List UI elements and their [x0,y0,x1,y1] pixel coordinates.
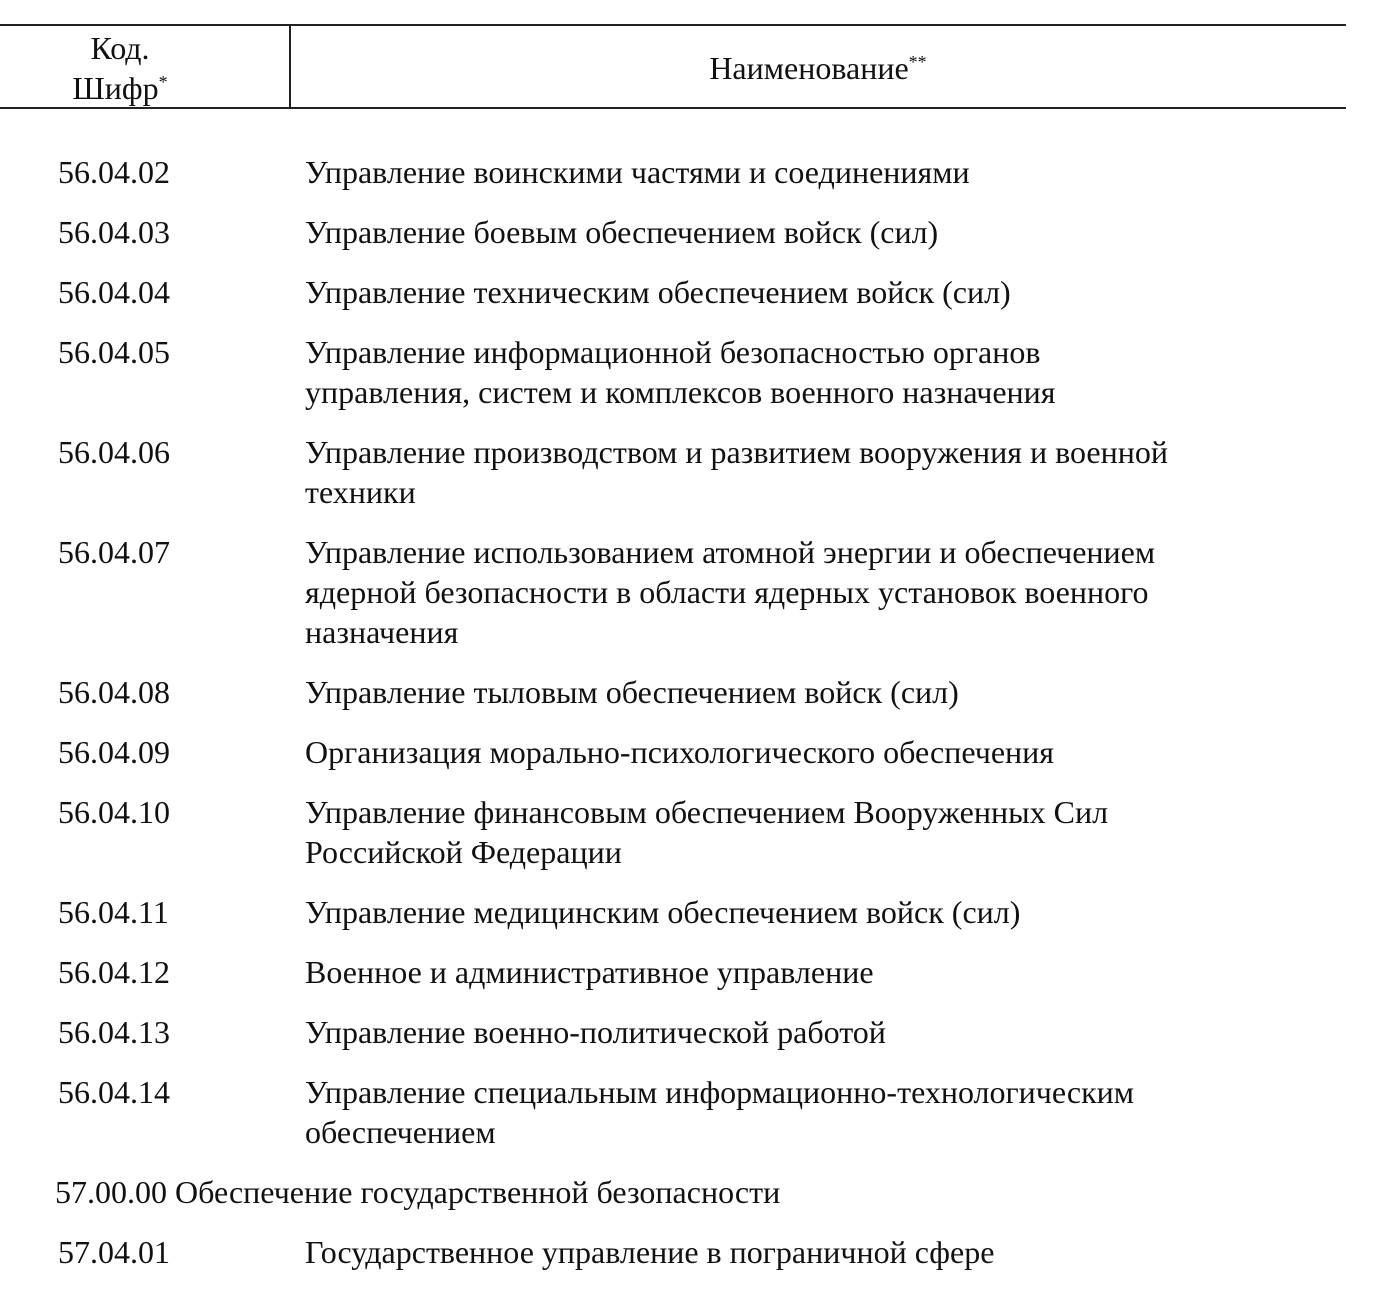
row-code: 56.04.09 [58,734,170,770]
table-row: 56.04.02 Управление воинскими частями и с… [0,152,1396,192]
header-name: Наименование** [290,48,1346,88]
table-row: 56.04.07 Управление использованием атомно… [0,532,1396,652]
row-code: 56.04.04 [58,274,170,310]
row-name: Управление воинскими частями и соединени… [305,152,1396,192]
row-name: Управление медицинским обеспечением войс… [305,892,1396,932]
row-code: 56.04.12 [58,954,170,990]
table-body: 56.04.02 Управление воинскими частями и с… [0,152,1396,1292]
row-name-line: Организация морально-психологического об… [305,734,1055,770]
row-code: 56.04.13 [58,1014,170,1050]
row-code: 56.04.03 [58,214,170,250]
row-name-line: Управление финансовым обеспечением Воору… [305,794,1109,830]
section-row: 57.00.00 Обеспечение государственной без… [0,1172,1396,1212]
table-row: 56.04.05 Управление информационной безопа… [0,332,1396,412]
row-name: Управление использованием атомной энерги… [305,532,1396,652]
table-row: 56.04.12 Военное и административное управ… [0,952,1396,992]
row-name-line: Управление боевым обеспечением войск (си… [305,214,939,250]
row-name: Управление информационной безопасностью … [305,332,1396,412]
row-name: Военное и административное управление [305,952,1396,992]
row-name-line: Управление медицинским обеспечением войс… [305,894,1021,930]
footnote-mark: * [158,72,168,92]
row-name: Государственное управление в пограничной… [305,1232,1396,1272]
row-code: 56.04.08 [58,674,170,710]
table-row: 56.04.04 Управление техническим обеспечен… [0,272,1396,312]
row-name: Управление финансовым обеспечением Воору… [305,792,1396,872]
row-name-line: Управление производством и развитием воо… [305,434,1168,470]
row-code: 56.04.06 [58,434,170,470]
row-name: Управление техническим обеспечением войс… [305,272,1396,312]
row-name: Управление производством и развитием воо… [305,432,1396,512]
row-name: Организация морально-психологического об… [305,732,1396,772]
row-name-line: управления, систем и комплексов военного… [305,374,1056,410]
row-name-line: Управление использованием атомной энерги… [305,534,1156,570]
row-name-line: Управление воинскими частями и соединени… [305,154,970,190]
row-name-line: Государственное управление в пограничной… [305,1234,995,1270]
row-name-line: Военное и административное управление [305,954,874,990]
row-name: Управление специальным информационно-тех… [305,1072,1396,1152]
table-row: 56.04.10 Управление финансовым обеспечени… [0,792,1396,872]
header-code-line1: Код. [90,30,150,66]
row-name: Управление военно-политической работой [305,1012,1396,1052]
row-code: 56.04.07 [58,534,170,570]
table-row: 56.04.06 Управление производством и разви… [0,432,1396,512]
row-name-line: назначения [305,614,459,650]
row-code: 56.04.10 [58,794,170,830]
row-name-line: Управление военно-политической работой [305,1014,886,1050]
table-row: 56.04.08 Управление тыловым обеспечением … [0,672,1396,712]
header-bottom-rule [0,107,1346,109]
row-code: 57.04.01 [58,1234,170,1270]
table-row: 56.04.03 Управление боевым обеспечением в… [0,212,1396,252]
row-code: 56.04.05 [58,334,170,370]
table-top-rule [0,24,1346,26]
row-name-line: Управление техническим обеспечением войс… [305,274,1011,310]
section-code: 57.00.00 [55,1174,167,1210]
table-row: 57.04.01 Государственное управление в пог… [0,1232,1396,1272]
table-row: 56.04.09 Организация морально-психологиче… [0,732,1396,772]
row-name-line: Российской Федерации [305,834,622,870]
row-name-line: обеспечением [305,1114,496,1150]
table-row: 56.04.11 Управление медицинским обеспечен… [0,892,1396,932]
row-name: Управление тыловым обеспечением войск (с… [305,672,1396,712]
row-name-line: Управление информационной безопасностью … [305,334,1041,370]
footnote-mark: ** [908,52,927,72]
table-row: 56.04.14 Управление специальным информаци… [0,1072,1396,1152]
header-column-divider [289,26,291,108]
row-code: 56.04.14 [58,1074,170,1110]
header-name-text: Наименование [709,50,909,86]
row-name-line: ядерной безопасности в области ядерных у… [305,574,1149,610]
row-name-line: Управление тыловым обеспечением войск (с… [305,674,959,710]
row-code: 56.04.02 [58,154,170,190]
header-code-line2: Шифр [72,70,159,106]
row-name-line: Управление специальным информационно-тех… [305,1074,1134,1110]
row-name: Управление боевым обеспечением войск (си… [305,212,1396,252]
row-name-line: техники [305,474,416,510]
header-code: Код. Шифр* [0,28,240,108]
row-code: 56.04.11 [58,894,169,930]
table-row: 56.04.13 Управление военно-политической р… [0,1012,1396,1052]
section-name: Обеспечение государственной безопасности [175,1174,781,1210]
